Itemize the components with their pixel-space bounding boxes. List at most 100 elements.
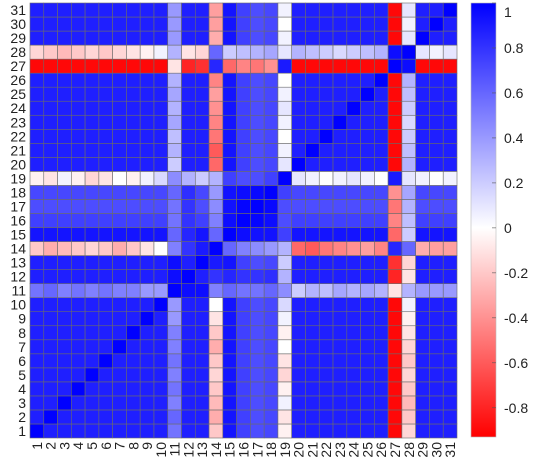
- heatmap-cell: [181, 185, 196, 200]
- heatmap-cell: [332, 227, 348, 242]
- heatmap-cell: [43, 367, 58, 383]
- heatmap-cell: [139, 100, 155, 116]
- heatmap-cell: [374, 423, 389, 439]
- heatmap-cell: [401, 100, 416, 116]
- heatmap-cell: [263, 227, 279, 242]
- heatmap-cell: [360, 297, 375, 313]
- heatmap-cell: [236, 423, 251, 439]
- heatmap-cell: [208, 100, 224, 116]
- heatmap-cell: [318, 30, 334, 46]
- heatmap-cell: [360, 423, 375, 439]
- heatmap-cell: [236, 128, 251, 144]
- heatmap-cell: [429, 353, 444, 369]
- heatmap-cell: [139, 114, 155, 130]
- heatmap-cell: [153, 227, 169, 242]
- heatmap-cell: [139, 128, 155, 144]
- heatmap-cell: [167, 143, 182, 158]
- heatmap-cell: [112, 339, 127, 355]
- heatmap-cell: [84, 311, 100, 327]
- heatmap-cell: [71, 100, 86, 116]
- heatmap-cell: [236, 227, 251, 242]
- heatmap-cell: [291, 30, 306, 46]
- heatmap-cell: [429, 269, 444, 284]
- heatmap-cell: [208, 353, 224, 369]
- heatmap-cell: [346, 72, 361, 88]
- heatmap-cell: [112, 367, 127, 383]
- heatmap-cell: [222, 44, 237, 60]
- heatmap-cell: [429, 157, 444, 172]
- heatmap-cell: [429, 227, 444, 242]
- heatmap-cell: [84, 241, 100, 256]
- heatmap-cell: [387, 325, 403, 341]
- heatmap-cell: [29, 381, 45, 397]
- heatmap-cell: [71, 423, 86, 439]
- heatmap-cell: [84, 2, 100, 18]
- heatmap-cell: [153, 213, 169, 228]
- heatmap-cell: [360, 114, 375, 130]
- heatmap-cell: [236, 255, 251, 270]
- heatmap-cell: [43, 241, 58, 256]
- heatmap-cell: [181, 381, 196, 397]
- heatmap-cell: [236, 72, 251, 88]
- heatmap-cell: [43, 325, 58, 341]
- heatmap-cell: [29, 58, 45, 74]
- heatmap-cell: [318, 44, 334, 60]
- heatmap-cell: [208, 409, 224, 425]
- heatmap-cell: [318, 199, 334, 214]
- heatmap-cell: [277, 58, 293, 74]
- heatmap-cell: [442, 185, 458, 200]
- heatmap-cell: [43, 283, 58, 298]
- heatmap-cell: [112, 157, 127, 172]
- heatmap-cell: [208, 339, 224, 355]
- heatmap-cell: [84, 227, 100, 242]
- heatmap-cell: [387, 157, 403, 172]
- heatmap-cell: [153, 72, 169, 88]
- x-tick-label: 8: [125, 442, 141, 450]
- heatmap-cell: [263, 269, 279, 284]
- heatmap-cell: [153, 185, 169, 200]
- heatmap-cell: [112, 227, 127, 242]
- heatmap-cell: [181, 114, 196, 130]
- heatmap-cell: [112, 353, 127, 369]
- heatmap-cell: [318, 283, 334, 298]
- heatmap-cell: [277, 171, 293, 186]
- heatmap-cell: [208, 86, 224, 102]
- heatmap-cell: [236, 297, 251, 313]
- heatmap-cell: [401, 171, 416, 186]
- heatmap-cell: [29, 353, 45, 369]
- y-tick-label: 27: [10, 58, 26, 74]
- heatmap-cell: [318, 2, 334, 18]
- heatmap-cell: [112, 409, 127, 425]
- heatmap-cell: [291, 283, 306, 298]
- heatmap-cell: [401, 2, 416, 18]
- heatmap-cell: [346, 157, 361, 172]
- heatmap-cell: [153, 255, 169, 270]
- heatmap-cell: [181, 72, 196, 88]
- heatmap-cell: [43, 171, 58, 186]
- x-tick-label: 5: [84, 442, 100, 450]
- heatmap-cell: [112, 199, 127, 214]
- heatmap-cell: [429, 100, 444, 116]
- heatmap-cell: [98, 143, 113, 158]
- heatmap-cell: [181, 44, 196, 60]
- heatmap-cell: [250, 227, 265, 242]
- heatmap-cell: [332, 72, 348, 88]
- heatmap-cell: [43, 409, 58, 425]
- heatmap-cell: [194, 395, 210, 411]
- heatmap-cell: [29, 86, 45, 102]
- heatmap-cell: [263, 213, 279, 228]
- heatmap-cell: [84, 30, 100, 46]
- heatmap-cell: [112, 100, 127, 116]
- heatmap-cell: [429, 339, 444, 355]
- heatmap-cell: [318, 381, 334, 397]
- heatmap-cell: [112, 269, 127, 284]
- heatmap-cell: [442, 86, 458, 102]
- heatmap-cell: [194, 143, 210, 158]
- heatmap-cell: [71, 311, 86, 327]
- heatmap-cell: [43, 157, 58, 172]
- heatmap-cell: [387, 269, 403, 284]
- heatmap-cell: [153, 143, 169, 158]
- heatmap-cell: [57, 72, 72, 88]
- heatmap-cell: [263, 171, 279, 186]
